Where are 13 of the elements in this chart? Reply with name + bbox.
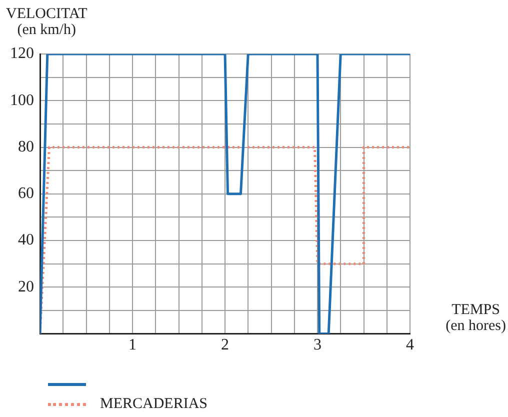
- x-tick-label: 3: [314, 336, 322, 354]
- x-axis-title: TEMPS (en hores): [446, 302, 506, 334]
- y-tick-label: 80: [18, 138, 34, 156]
- y-tick-label: 120: [10, 45, 34, 62]
- x-tick-label: 1: [128, 336, 136, 354]
- y-tick-label: 20: [18, 278, 34, 296]
- y-axis-title: VELOCITAT (en km/h): [6, 6, 88, 38]
- x-tick-label: 2: [221, 336, 229, 354]
- y-tick-label: 100: [10, 92, 34, 109]
- legend-label: MERCADERIAS: [100, 396, 208, 412]
- y-tick-label: 60: [18, 185, 34, 202]
- x-tick-label: 4: [406, 336, 414, 354]
- y-tick-label: 40: [18, 232, 34, 249]
